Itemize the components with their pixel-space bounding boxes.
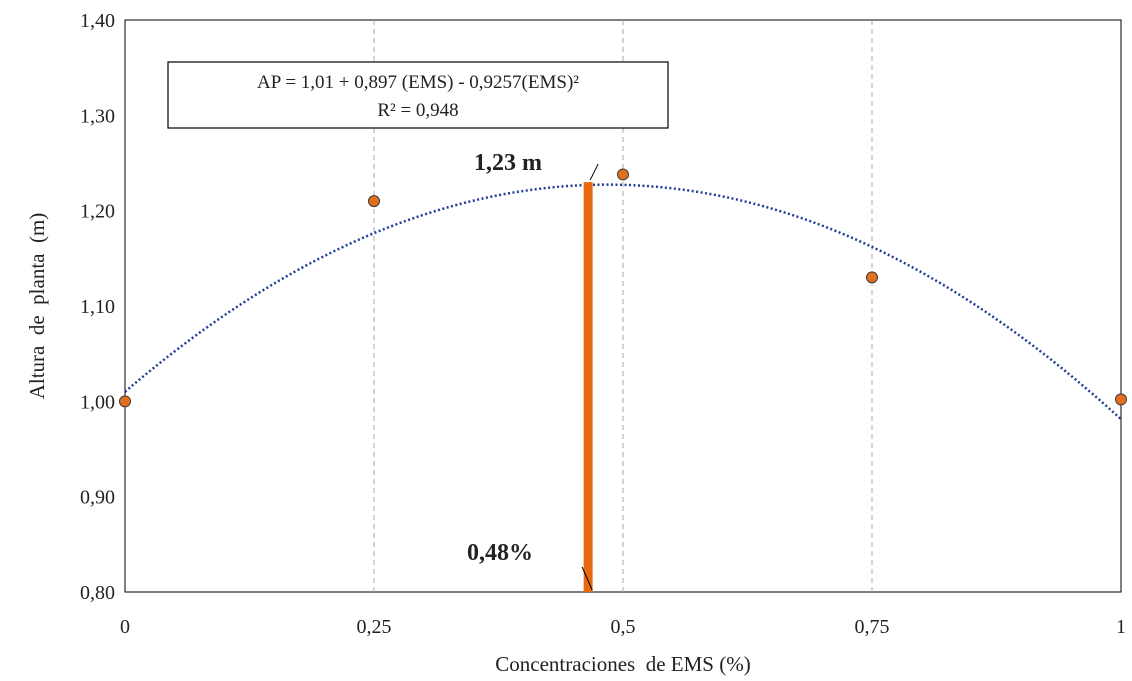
y-tick-label: 0,90 xyxy=(80,487,115,509)
x-tick-label: 0,5 xyxy=(611,616,636,638)
data-points xyxy=(119,168,1127,408)
optimum-y-label: 1,23 m xyxy=(474,150,542,176)
data-point xyxy=(1115,393,1127,406)
optimum-x-label: 0,48% xyxy=(467,540,533,566)
data-point xyxy=(617,168,629,181)
data-point xyxy=(119,395,131,408)
equation-box xyxy=(167,61,669,129)
data-point xyxy=(368,195,380,208)
x-tick-label: 0,75 xyxy=(855,616,890,638)
x-tick-label: 0,25 xyxy=(357,616,392,638)
y-tick-labels: 0,80 0,90 1,00 1,10 1,20 1,30 1,40 xyxy=(80,10,115,604)
equation-text: AP = 1,01 + 0,897 (EMS) - 0,9257(EMS)² xyxy=(257,72,579,93)
r2-text: R² = 0,948 xyxy=(377,100,458,121)
y-tick-label: 1,00 xyxy=(80,391,115,413)
y-tick-label: 1,20 xyxy=(80,201,115,223)
x-tick-label: 0 xyxy=(120,616,130,638)
optimum-x-leader xyxy=(581,566,593,591)
y-tick-label: 1,40 xyxy=(80,10,115,32)
y-tick-label: 1,30 xyxy=(80,105,115,127)
y-tick-label: 0,80 xyxy=(80,582,115,604)
y-axis-title: Altura de planta (m) xyxy=(25,213,49,400)
trendline xyxy=(124,183,1122,421)
data-point xyxy=(866,271,878,284)
x-tick-labels: 0 0,25 0,5 0,75 1 xyxy=(120,616,1126,638)
x-axis-title: Concentraciones de EMS (%) xyxy=(495,652,750,676)
x-tick-label: 1 xyxy=(1116,616,1126,638)
y-tick-label: 1,10 xyxy=(80,296,115,318)
optimum-bar xyxy=(583,182,593,593)
optimum-y-leader xyxy=(589,163,599,181)
